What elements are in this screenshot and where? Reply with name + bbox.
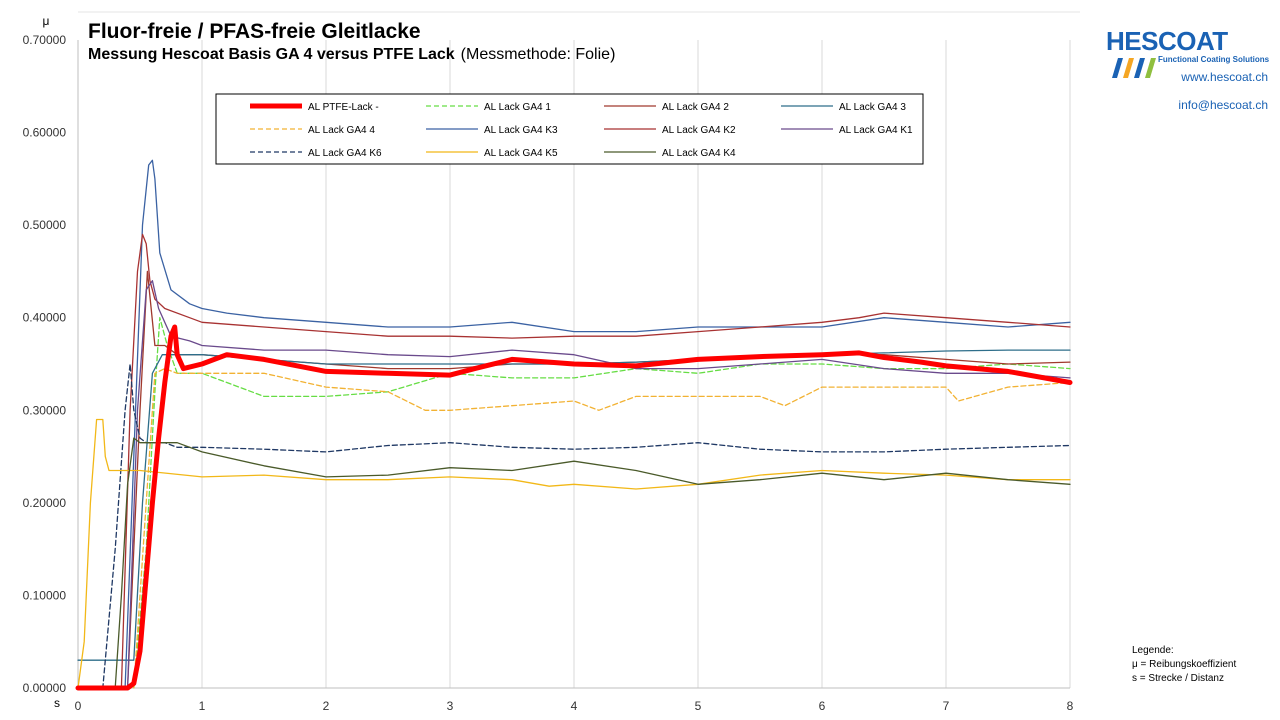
y-tick-label: 0.40000 <box>23 311 67 325</box>
x-tick-label: 7 <box>943 699 950 713</box>
legend-label: AL Lack GA4 K5 <box>484 148 558 159</box>
legend-label: AL Lack GA4 2 <box>662 102 729 113</box>
y-tick-label: 0.70000 <box>23 33 67 47</box>
legend-label: AL PTFE-Lack - <box>308 102 379 113</box>
legend-label: AL Lack GA4 K4 <box>662 148 736 159</box>
y-tick-label: 0.00000 <box>23 681 67 695</box>
chart-subtitle: Messung Hescoat Basis GA 4 versus PTFE L… <box>88 46 615 64</box>
logo-stripe <box>1123 58 1134 78</box>
y-tick-label: 0.20000 <box>23 496 67 510</box>
subtitle-main: Messung Hescoat Basis GA 4 versus PTFE L… <box>88 46 455 63</box>
series-line-5 <box>77 367 1071 689</box>
website-link[interactable]: www.hescoat.ch <box>1181 70 1268 84</box>
x-tick-label: 6 <box>819 699 826 713</box>
method-note: (Messmethode: Folie) <box>460 46 616 63</box>
series-line-10 <box>77 418 1071 689</box>
x-tick-label: 4 <box>571 699 578 713</box>
series-line-1 <box>75 324 1073 691</box>
hescoat-logo[interactable]: HESCOAT Functional Coating Solutions <box>1106 28 1274 78</box>
x-tick-label: 2 <box>323 699 330 713</box>
logo-stripe <box>1134 58 1145 78</box>
legend-label: AL Lack GA4 K2 <box>662 125 736 136</box>
series-line-9 <box>77 363 1071 689</box>
email-link[interactable]: info@hescoat.ch <box>1178 98 1268 112</box>
logo-stripes-icon <box>1112 58 1156 78</box>
logo-stripe <box>1112 58 1123 78</box>
chart-title: Fluor-freie / PFAS-freie Gleitlacke <box>88 20 421 43</box>
legend-label: AL Lack GA4 1 <box>484 102 551 113</box>
legend-label: AL Lack GA4 3 <box>839 102 906 113</box>
series-line-7 <box>77 233 1071 689</box>
series-line-11 <box>77 437 1071 689</box>
x-tick-label: 0 <box>75 699 82 713</box>
y-axis-label: μ <box>43 14 50 28</box>
legend-label: AL Lack GA4 K3 <box>484 125 558 136</box>
x-tick-label: 8 <box>1067 699 1074 713</box>
y-tick-label: 0.50000 <box>23 218 67 232</box>
y-tick-label: 0.10000 <box>23 588 67 602</box>
legend-note-mu: μ = Reibungskoeffizient <box>1132 659 1237 670</box>
legend-label: AL Lack GA4 K6 <box>308 148 382 159</box>
x-tick-label: 5 <box>695 699 702 713</box>
y-tick-label: 0.60000 <box>23 126 67 140</box>
x-axis-label: s <box>54 696 60 710</box>
x-tick-label: 1 <box>199 699 206 713</box>
legend-note: Legende: μ = Reibungskoeffizient s = Str… <box>1132 644 1236 686</box>
logo-wordmark: HESCOAT <box>1106 26 1228 56</box>
series-line-8 <box>77 280 1071 689</box>
logo-stripe <box>1145 58 1156 78</box>
x-tick-label: 3 <box>447 699 454 713</box>
legend-note-s: s = Strecke / Distanz <box>1132 673 1224 684</box>
logo-tagline: Functional Coating Solutions <box>1158 55 1270 64</box>
series-line-6 <box>77 159 1071 689</box>
legend-label: AL Lack GA4 4 <box>308 125 375 136</box>
legend-note-heading: Legende: <box>1132 645 1174 656</box>
y-tick-label: 0.30000 <box>23 403 67 417</box>
legend-label: AL Lack GA4 K1 <box>839 125 913 136</box>
